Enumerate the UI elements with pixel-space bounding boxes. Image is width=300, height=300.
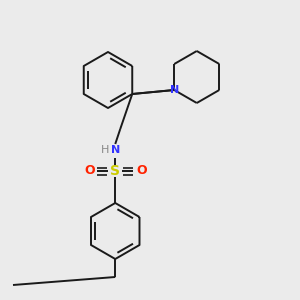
- Text: O: O: [84, 164, 94, 178]
- Text: N: N: [169, 85, 179, 95]
- Text: S: S: [110, 164, 120, 178]
- Text: O: O: [136, 164, 147, 178]
- Text: H: H: [101, 145, 110, 155]
- Text: N: N: [111, 145, 120, 155]
